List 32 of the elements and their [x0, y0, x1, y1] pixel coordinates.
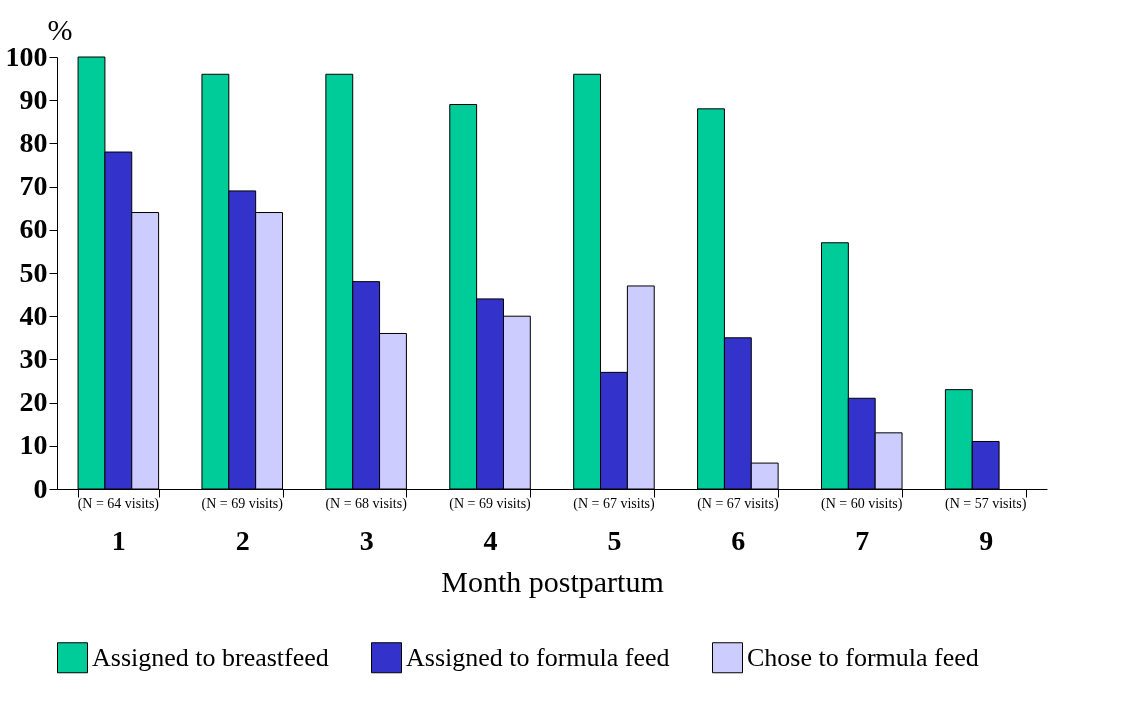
x-tick-label: 7: [855, 524, 870, 556]
x-tick-label: 1: [111, 524, 126, 556]
text: (N = 69 visits): [449, 496, 532, 512]
x-tick-label: 4: [483, 524, 498, 556]
text: (N = 57 visits): [944, 496, 1027, 512]
x-tick-label: 3: [359, 524, 374, 556]
x-tick-label: 9: [979, 524, 994, 556]
x-axis-title: Month postpartum: [441, 564, 664, 598]
y-tick-label: 20: [19, 386, 48, 418]
y-tick-label: 90: [19, 83, 48, 115]
x-tick-label: 6: [731, 524, 746, 556]
text: (N = 67 visits): [697, 496, 779, 512]
legend-label: Assigned to formula feed: [406, 642, 670, 672]
y-axis-title: %: [47, 12, 73, 46]
text: (N = 67 visits): [573, 496, 655, 512]
y-tick-label: 50: [19, 256, 48, 288]
y-tick-label: 30: [19, 342, 48, 374]
y-tick-label: 60: [19, 213, 48, 245]
y-tick-label: 100: [5, 40, 48, 72]
y-tick-label: 80: [19, 126, 48, 158]
text: (N = 69 visits): [201, 496, 284, 512]
text: (N = 68 visits): [325, 496, 408, 512]
legend-label: Assigned to breastfeed: [92, 642, 329, 672]
y-tick-label: 10: [19, 429, 48, 461]
y-tick-label: 70: [19, 170, 48, 202]
x-tick-label: 2: [235, 524, 250, 556]
x-tick-label: 5: [607, 524, 622, 556]
y-tick-label: 40: [19, 299, 48, 331]
text: (N = 64 visits): [77, 496, 160, 512]
legend-label: Chose to formula feed: [747, 642, 979, 672]
text: (N = 60 visits): [821, 496, 903, 512]
y-tick-label: 0: [33, 472, 48, 504]
